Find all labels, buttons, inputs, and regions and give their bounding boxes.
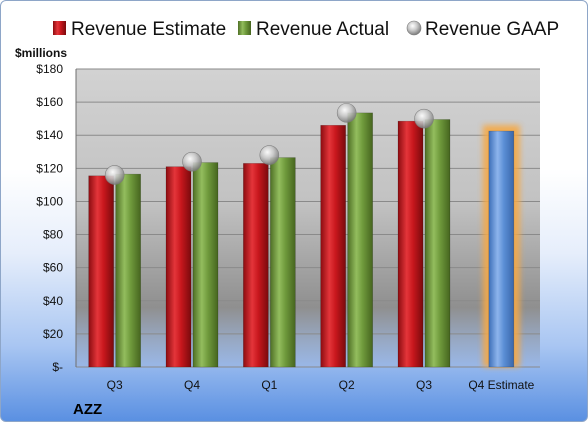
bar-revenue-estimate xyxy=(88,175,114,368)
y-tick-label: $- xyxy=(52,360,63,374)
y-tick-label: $100 xyxy=(36,194,63,208)
ticker-label: AZZ xyxy=(73,401,102,418)
x-tick-label: Q2 xyxy=(339,378,355,392)
bar-revenue-actual xyxy=(424,119,451,368)
y-tick-label: $160 xyxy=(36,95,63,109)
bar-revenue-actual xyxy=(192,162,219,368)
x-tick-label: Q4 xyxy=(184,378,200,392)
gaap-marker xyxy=(336,103,357,123)
y-tick-label: $120 xyxy=(36,161,63,175)
bar-q4-estimate xyxy=(488,130,515,368)
legend-label: Revenue Actual xyxy=(256,19,389,40)
y-tick-label: $40 xyxy=(43,294,63,308)
legend-swatch-revenue-estimate xyxy=(53,21,66,35)
y-tick-label: $140 xyxy=(36,128,63,142)
legend-marker-revenue-gaap xyxy=(406,20,422,36)
x-tick-label: Q3 xyxy=(416,378,432,392)
gaap-marker xyxy=(259,145,280,165)
x-tick-label: Q3 xyxy=(107,378,123,392)
gridlines xyxy=(75,68,540,368)
bar-revenue-actual xyxy=(115,173,141,368)
x-axis-ticks: Q3 Q4 Q1 Q2 Q3 Q4 Estimate xyxy=(107,378,535,392)
gaap-marker xyxy=(414,108,434,129)
legend: Revenue Estimate Revenue Actual Revenue GA… xyxy=(53,19,559,40)
bar-revenue-estimate xyxy=(243,163,269,368)
bar-revenue-estimate xyxy=(397,120,424,368)
y-tick-label: $20 xyxy=(43,327,63,341)
y-tick-label: $180 xyxy=(36,62,63,76)
y-axis-ticks: $- $20 $40 $60 $80 $100 $120 $140 $160 $180 xyxy=(36,62,63,374)
legend-label: Revenue Estimate xyxy=(71,19,226,40)
y-tick-label: $80 xyxy=(43,228,63,242)
bar-revenue-estimate xyxy=(320,124,346,368)
gaap-markers xyxy=(104,103,434,185)
bar-revenue-actual xyxy=(270,157,296,368)
bar-revenue-actual xyxy=(347,112,373,368)
y-tick-label: $60 xyxy=(43,261,63,275)
bars xyxy=(88,112,520,368)
x-tick-label: Q1 xyxy=(261,378,277,392)
plot-area xyxy=(76,69,540,367)
x-tick-label: Q4 Estimate xyxy=(468,378,534,392)
gaap-marker xyxy=(182,151,202,172)
gaap-marker xyxy=(104,165,125,185)
y-axis-unit-label: $millions xyxy=(15,46,67,60)
bar-revenue-estimate xyxy=(165,166,192,368)
legend-label: Revenue GAAP xyxy=(425,19,559,40)
legend-swatch-revenue-actual xyxy=(238,21,251,35)
